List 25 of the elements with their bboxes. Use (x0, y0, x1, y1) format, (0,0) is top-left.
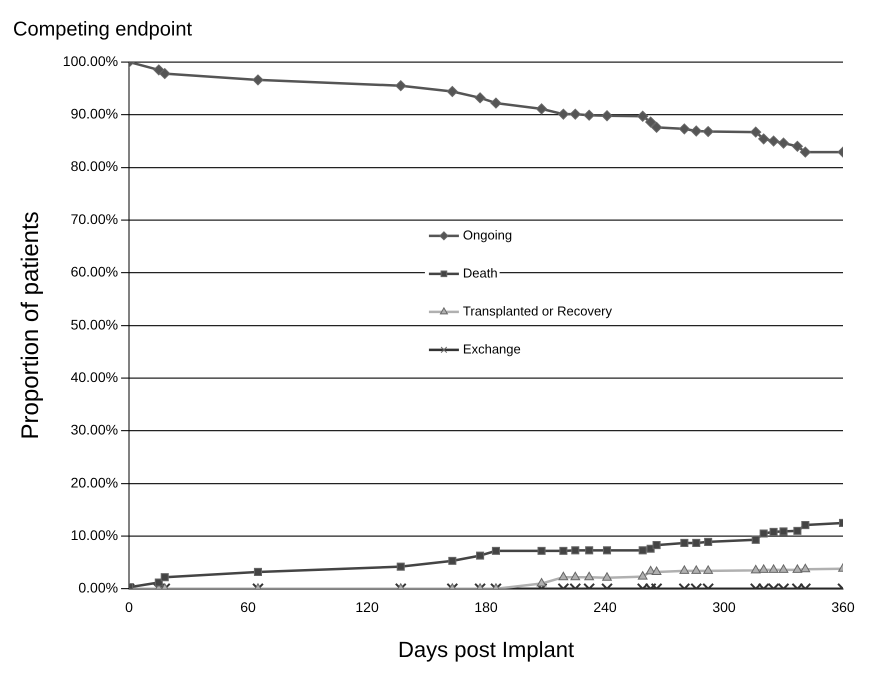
legend-label: Exchange (462, 341, 521, 356)
x-tick-label: 60 (240, 599, 256, 616)
x-tick-label: 360 (831, 599, 855, 616)
legend-label: Ongoing (462, 227, 512, 242)
y-tick-label: 70.00% (70, 210, 118, 227)
y-tick-label: 50.00% (70, 316, 118, 332)
y-tick-label: 60.00% (70, 264, 118, 280)
x-tick-label: 180 (474, 599, 498, 616)
y-tick-label: 20.00% (70, 474, 118, 490)
chart-title: Competing endpoint (13, 18, 192, 41)
x-tick-label: 120 (355, 599, 379, 616)
legend-label: Transplanted or Recovery (462, 303, 613, 318)
x-tick-label: 0 (125, 599, 134, 616)
y-tick-label: 90.00% (70, 106, 118, 122)
legend-label: Death (462, 265, 498, 280)
y-tick-label: 30.00% (70, 422, 118, 438)
y-tick-label: 100.00% (62, 52, 118, 69)
y-tick-label: 40.00% (70, 368, 118, 385)
y-tick-label: 10.00% (70, 526, 118, 543)
x-tick-label: 300 (712, 599, 736, 616)
x-tick-label: 240 (593, 599, 617, 616)
x-axis-title: Days post Implant (398, 636, 574, 662)
y-tick-label: 80.00% (70, 158, 118, 174)
y-tick-label: 0.00% (78, 580, 118, 596)
y-axis-title: Proportion of patients (17, 211, 44, 440)
